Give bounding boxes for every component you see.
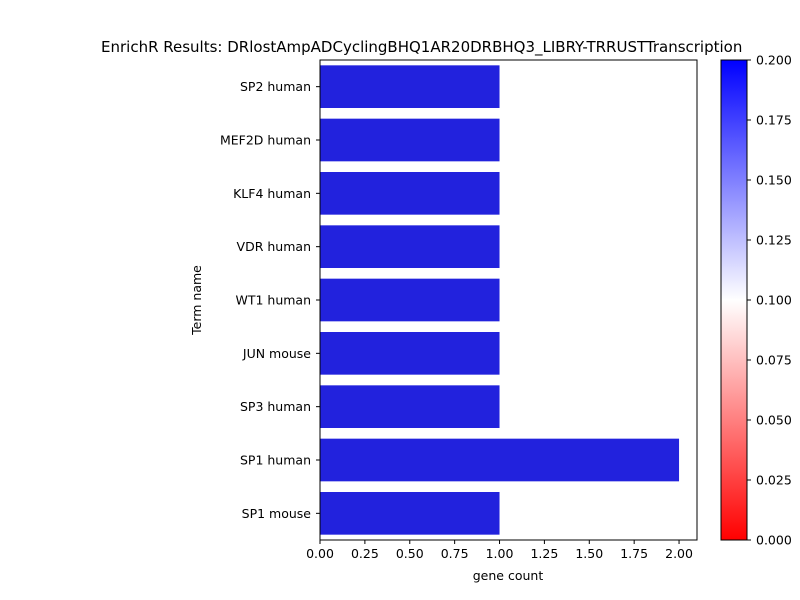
colorbar-tick-label: 0.050 bbox=[756, 413, 792, 428]
colorbar bbox=[720, 59, 748, 541]
y-tick-label: WT1 human bbox=[235, 293, 311, 308]
y-axis-label: Term name bbox=[189, 265, 204, 336]
bar bbox=[320, 172, 500, 215]
y-tick-label: SP1 human bbox=[240, 453, 311, 468]
y-tick-label: VDR human bbox=[237, 239, 311, 254]
y-tick-label: MEF2D human bbox=[220, 133, 311, 148]
colorbar-tick-label: 0.000 bbox=[756, 533, 792, 548]
chart-title: EnrichR Results: DRlostAmpADCyclingBHQ1A… bbox=[101, 38, 742, 57]
bar bbox=[320, 118, 500, 162]
y-tick-label: SP3 human bbox=[240, 399, 311, 414]
colorbar-tick-label: 0.175 bbox=[756, 113, 792, 128]
colorbar-tick-label: 0.150 bbox=[756, 173, 792, 188]
colorbar-tick-label: 0.075 bbox=[756, 353, 792, 368]
x-tick-label: 0.75 bbox=[441, 546, 469, 561]
x-tick-label: 0.00 bbox=[306, 546, 334, 561]
x-axis-label: gene count bbox=[473, 568, 544, 583]
y-tick-label: SP1 mouse bbox=[242, 506, 312, 521]
bar bbox=[320, 225, 500, 268]
bar bbox=[320, 438, 680, 482]
x-tick-label: 0.50 bbox=[396, 546, 424, 561]
x-tick-label: 1.50 bbox=[575, 546, 603, 561]
bar bbox=[320, 492, 500, 535]
colorbar-tick-label: 0.200 bbox=[756, 53, 792, 68]
x-tick-label: 2.00 bbox=[665, 546, 693, 561]
plot-frame bbox=[319, 59, 698, 541]
x-tick-label: 1.75 bbox=[620, 546, 648, 561]
x-tick-label: 0.25 bbox=[351, 546, 379, 561]
y-tick-label: JUN mouse bbox=[242, 346, 311, 361]
colorbar-tick-label: 0.100 bbox=[756, 293, 792, 308]
y-tick-label: KLF4 human bbox=[233, 186, 311, 201]
bar bbox=[320, 278, 500, 322]
colorbar-tick-label: 0.025 bbox=[756, 473, 792, 488]
bar bbox=[320, 332, 500, 375]
x-tick-label: 1.00 bbox=[486, 546, 514, 561]
bar bbox=[320, 65, 500, 108]
bar bbox=[320, 385, 500, 428]
colorbar-tick-label: 0.125 bbox=[756, 233, 792, 248]
x-tick-label: 1.25 bbox=[530, 546, 558, 561]
y-tick-label: SP2 human bbox=[240, 79, 311, 94]
